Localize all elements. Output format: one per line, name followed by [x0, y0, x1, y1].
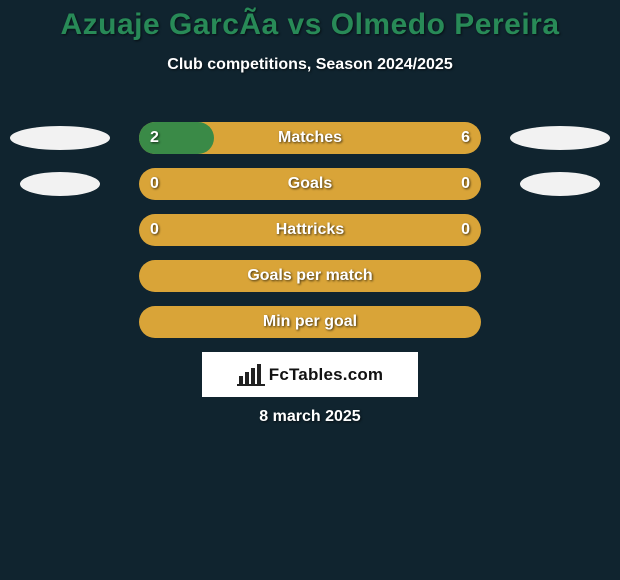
bar-track [139, 306, 481, 338]
comparison-card: Azuaje GarcÃ­a vs Olmedo Pereira Club co… [0, 0, 620, 580]
player-avatar-right [510, 126, 610, 150]
page-subtitle: Club competitions, Season 2024/2025 [0, 56, 620, 74]
brand-badge[interactable]: FcTables.com [202, 352, 418, 397]
brand-text: FcTables.com [269, 365, 384, 385]
stat-row: Min per goal [0, 306, 620, 352]
bar-track [139, 122, 481, 154]
bar-track [139, 214, 481, 246]
player-avatar-left [10, 126, 110, 150]
bar-fill [139, 122, 214, 154]
bar-track [139, 168, 481, 200]
player-avatar-left [20, 172, 100, 196]
stat-row: Hattricks00 [0, 214, 620, 260]
page-title: Azuaje GarcÃ­a vs Olmedo Pereira [0, 0, 620, 42]
bar-track [139, 260, 481, 292]
barchart-icon [237, 364, 265, 386]
stat-row: Goals per match [0, 260, 620, 306]
footer-date: 8 march 2025 [0, 408, 620, 426]
stat-row: Goals00 [0, 168, 620, 214]
player-avatar-right [520, 172, 600, 196]
stats-rows: Matches26Goals00Hattricks00Goals per mat… [0, 122, 620, 352]
stat-row: Matches26 [0, 122, 620, 168]
